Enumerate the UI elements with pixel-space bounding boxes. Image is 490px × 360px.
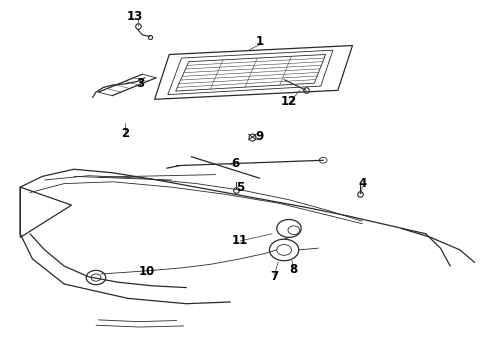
Text: 10: 10 [139,265,155,278]
Text: 7: 7 [270,270,278,283]
Text: 9: 9 [255,130,264,144]
Text: 1: 1 [256,35,264,49]
Text: 4: 4 [358,177,367,190]
Text: 5: 5 [236,181,244,194]
Text: 2: 2 [121,127,129,140]
Text: 13: 13 [127,10,143,23]
Text: 11: 11 [232,234,248,247]
Text: 3: 3 [136,77,144,90]
Text: 6: 6 [231,157,239,170]
Text: 12: 12 [281,95,297,108]
Text: 8: 8 [290,263,298,276]
